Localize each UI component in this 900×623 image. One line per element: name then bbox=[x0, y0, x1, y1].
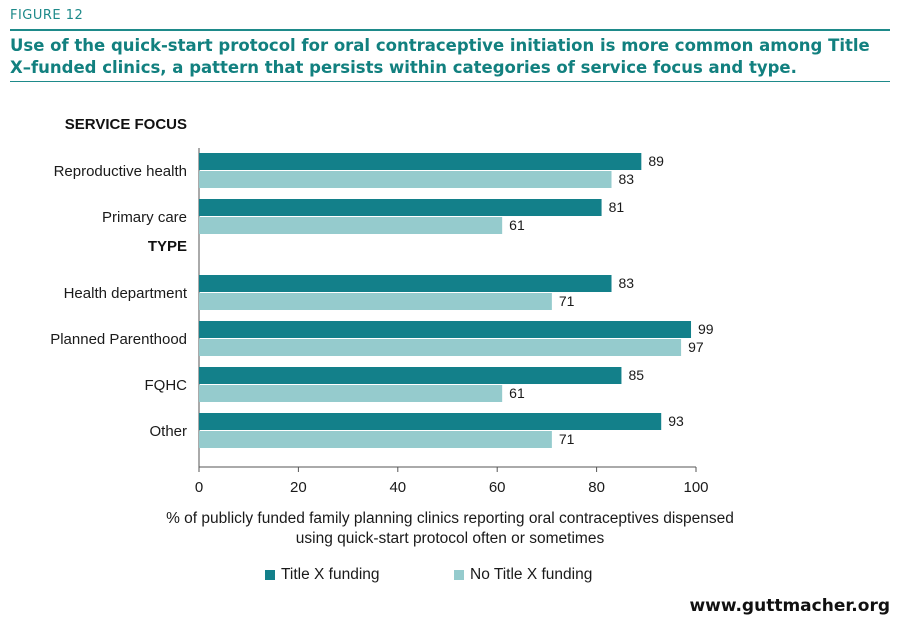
bar-health-department-title-x-funding bbox=[199, 275, 612, 292]
x-tick-label: 100 bbox=[683, 479, 708, 496]
bar-planned-parenthood-title-x-funding bbox=[199, 321, 692, 338]
bar-primary-care-no-title-x-funding bbox=[199, 217, 503, 234]
category-label-health-department: Health department bbox=[64, 285, 188, 302]
category-label-primary-care: Primary care bbox=[102, 209, 187, 226]
data-label-health-department-no-title-x-funding: 71 bbox=[559, 293, 575, 309]
data-label-reproductive-health-title-x-funding: 89 bbox=[648, 153, 664, 169]
bar-other-no-title-x-funding bbox=[199, 431, 552, 448]
x-axis-label: % of publicly funded family planning cli… bbox=[166, 510, 734, 547]
bar-reproductive-health-no-title-x-funding bbox=[199, 171, 612, 188]
data-label-planned-parenthood-no-title-x-funding: 97 bbox=[688, 339, 704, 355]
figure-label: FIGURE 12 bbox=[10, 8, 84, 23]
category-label-fqhc: FQHC bbox=[145, 377, 188, 394]
category-label-planned-parenthood: Planned Parenthood bbox=[50, 331, 187, 348]
data-label-fqhc-no-title-x-funding: 61 bbox=[509, 385, 525, 401]
x-tick-label: 60 bbox=[489, 479, 506, 496]
title-rule bbox=[10, 81, 890, 82]
legend-swatch-no-title-x bbox=[454, 570, 464, 580]
legend-swatch-title-x bbox=[265, 570, 275, 580]
chart-title: Use of the quick-start protocol for oral… bbox=[10, 36, 870, 77]
x-tick-label: 40 bbox=[389, 479, 406, 496]
data-label-reproductive-health-no-title-x-funding: 83 bbox=[619, 171, 635, 187]
legend-label-title-x: Title X funding bbox=[281, 566, 380, 583]
bar-health-department-no-title-x-funding bbox=[199, 293, 552, 310]
data-label-primary-care-no-title-x-funding: 61 bbox=[509, 217, 525, 233]
data-label-fqhc-title-x-funding: 85 bbox=[628, 367, 644, 383]
category-label-other: Other bbox=[149, 423, 187, 440]
bar-other-title-x-funding bbox=[199, 413, 662, 430]
legend-label-no-title-x: No Title X funding bbox=[470, 566, 593, 583]
bar-fqhc-title-x-funding bbox=[199, 367, 622, 384]
bar-primary-care-title-x-funding bbox=[199, 199, 602, 216]
bar-planned-parenthood-no-title-x-funding bbox=[199, 339, 682, 356]
category-label-reproductive-health: Reproductive health bbox=[54, 163, 187, 180]
group-heading: SERVICE FOCUS bbox=[65, 116, 187, 133]
bar-reproductive-health-title-x-funding bbox=[199, 153, 642, 170]
x-tick-label: 20 bbox=[290, 479, 307, 496]
legend-item-title-x: Title X funding bbox=[265, 566, 380, 584]
data-label-primary-care-title-x-funding: 81 bbox=[609, 199, 625, 215]
group-heading: TYPE bbox=[148, 238, 187, 255]
top-rule bbox=[10, 29, 890, 31]
data-label-other-no-title-x-funding: 71 bbox=[559, 431, 575, 447]
footer-url: www.guttmacher.org bbox=[689, 596, 890, 616]
x-tick-label: 80 bbox=[588, 479, 605, 496]
x-tick-label: 0 bbox=[195, 479, 203, 496]
bar-fqhc-no-title-x-funding bbox=[199, 385, 503, 402]
data-label-health-department-title-x-funding: 83 bbox=[619, 275, 635, 291]
data-label-other-title-x-funding: 93 bbox=[668, 413, 684, 429]
legend-item-no-title-x: No Title X funding bbox=[454, 566, 592, 584]
data-label-planned-parenthood-title-x-funding: 99 bbox=[698, 321, 714, 337]
